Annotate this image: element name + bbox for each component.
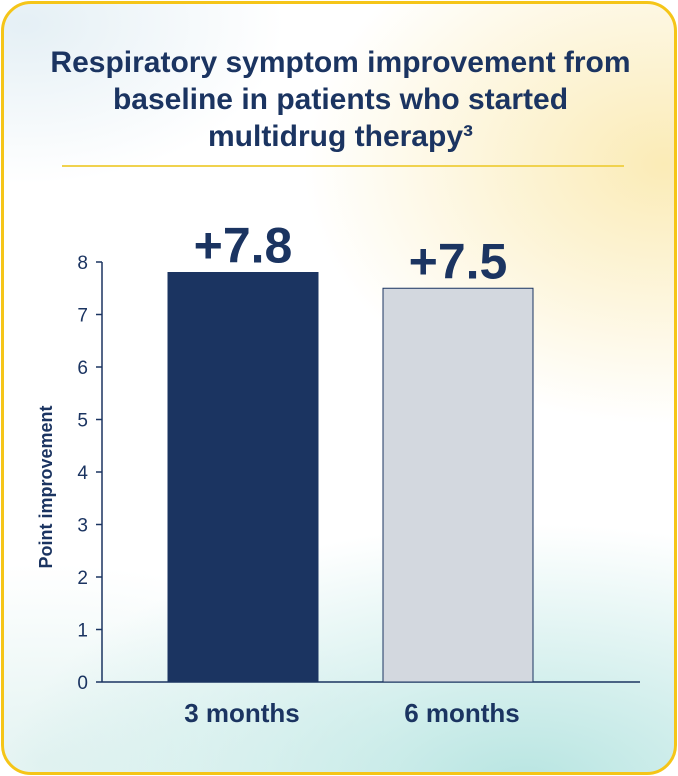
y-tick-label: 4 (77, 463, 88, 484)
y-tick-label: 0 (77, 673, 88, 694)
chart-title: Respiratory symptom improvement from bas… (50, 46, 631, 153)
y-tick-label: 7 (77, 306, 88, 327)
y-axis-label: Point improvement (36, 405, 56, 568)
x-category-label: 6 months (404, 698, 520, 728)
y-tick-label: 8 (77, 253, 88, 274)
y-tick-label: 6 (77, 358, 88, 379)
y-tick-label: 3 (77, 516, 88, 537)
y-tick-label: 1 (77, 621, 88, 642)
bar-value-label: +7.5 (409, 233, 508, 289)
bar-value-label: +7.8 (194, 218, 293, 274)
y-tick-label: 5 (77, 411, 88, 432)
y-tick-label: 2 (77, 568, 88, 589)
bar-2 (382, 287, 534, 683)
bar-1 (167, 272, 319, 683)
x-category-label: 3 months (184, 698, 300, 728)
title-divider (62, 165, 624, 167)
